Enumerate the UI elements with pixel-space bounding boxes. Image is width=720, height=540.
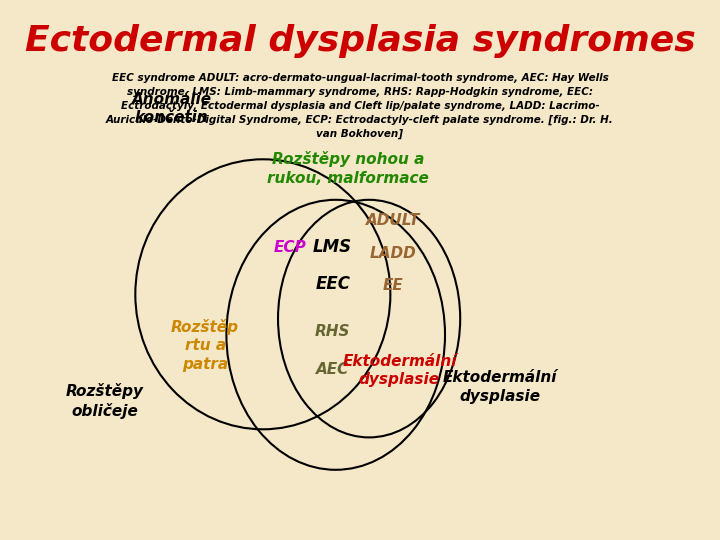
Text: Ectodermal dysplasia syndromes: Ectodermal dysplasia syndromes xyxy=(24,24,696,58)
Text: RHS: RHS xyxy=(315,324,351,339)
Text: EEC syndrome ADULT: acro-dermato-ungual-lacrimal-tooth syndrome, AEC: Hay Wells
: EEC syndrome ADULT: acro-dermato-ungual-… xyxy=(106,73,614,139)
Text: Rozštěpy nohou a
rukou, malformace: Rozštěpy nohou a rukou, malformace xyxy=(267,151,429,186)
Text: Rozštěp
rtu a
patra: Rozštěp rtu a patra xyxy=(171,319,239,372)
Text: EE: EE xyxy=(383,278,404,293)
Text: LMS: LMS xyxy=(313,238,352,255)
Text: ECP: ECP xyxy=(274,240,307,255)
Text: Ektodermální
dysplasie: Ektodermální dysplasie xyxy=(442,370,557,403)
Text: AEC: AEC xyxy=(316,362,349,377)
Text: Rozštěpy
obličeje: Rozštěpy obličeje xyxy=(66,383,144,419)
Text: Ektodermální
dysplasie: Ektodermální dysplasie xyxy=(342,354,456,387)
Text: EEC: EEC xyxy=(315,275,350,293)
Text: Anomálie
končetin: Anomálie končetin xyxy=(132,92,212,125)
Text: ADULT: ADULT xyxy=(366,213,420,228)
Text: LADD: LADD xyxy=(370,246,417,261)
